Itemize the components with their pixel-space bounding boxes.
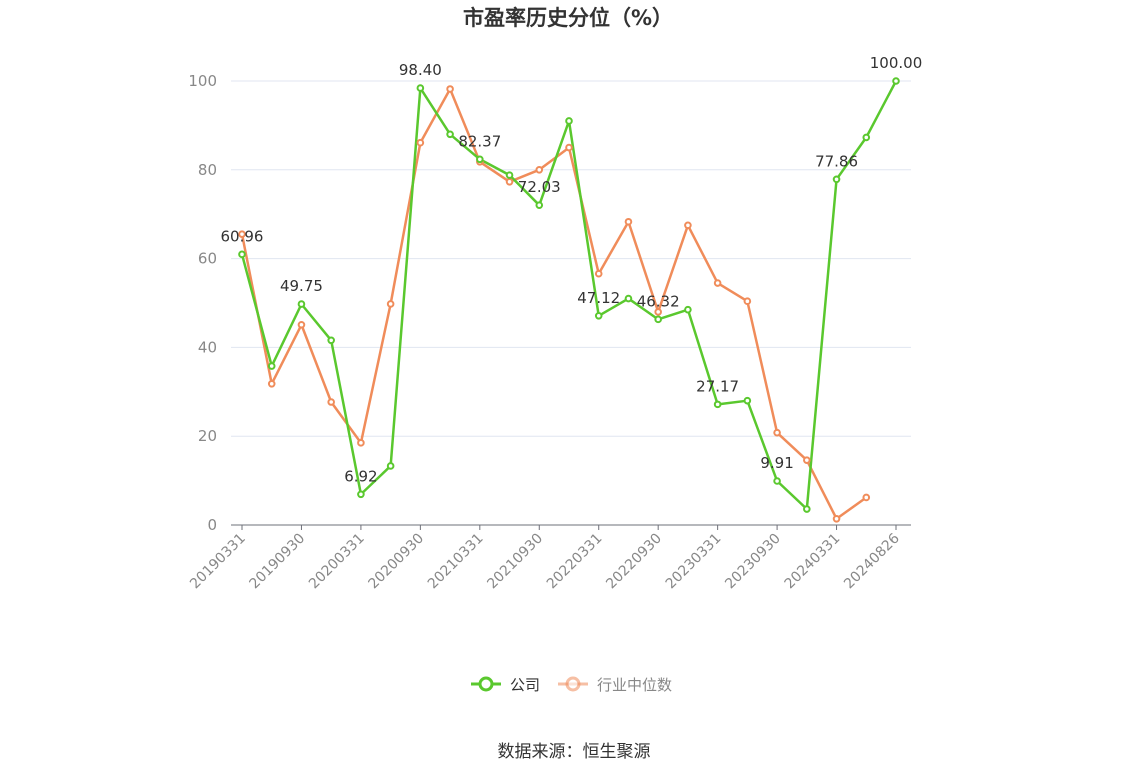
data-label: 49.75 [280, 277, 323, 295]
data-point [594, 269, 603, 278]
data-point [803, 505, 811, 513]
data-point [743, 297, 752, 306]
data-point [862, 133, 871, 142]
data-point [297, 320, 306, 329]
data-point [446, 85, 454, 93]
data-point [713, 400, 722, 409]
data-point [476, 155, 484, 164]
data-point [654, 308, 662, 316]
x-tick-label: 20230331 [663, 531, 725, 593]
data-point [565, 117, 573, 125]
data-point [267, 362, 276, 370]
data-point [238, 250, 246, 259]
x-tick-label: 20200331 [306, 531, 368, 593]
x-tick-label: 20220331 [544, 531, 606, 593]
data-point [684, 305, 692, 314]
legend-item-company[interactable]: 公司 [471, 676, 540, 694]
data-point [386, 462, 395, 470]
data-point [654, 315, 662, 324]
x-tick-label: 20240826 [841, 530, 903, 592]
data-label: 9.91 [760, 454, 793, 472]
data-label: 60.96 [221, 227, 264, 245]
data-point [535, 201, 544, 209]
data-point [446, 130, 454, 139]
y-tick-label: 20 [198, 427, 217, 445]
x-tick-label: 20210331 [425, 531, 487, 593]
grid [231, 80, 911, 437]
data-point [803, 456, 811, 464]
y-tick-label: 40 [198, 338, 217, 356]
data-label: 6.92 [344, 467, 377, 485]
x-axis: 2019033120190930202003312020093020210331… [187, 524, 911, 593]
data-point [357, 490, 365, 499]
data-point [773, 428, 781, 437]
data-label: 72.03 [518, 178, 561, 196]
data-label: 77.86 [815, 152, 858, 170]
data-point [594, 311, 603, 320]
data-point [505, 171, 514, 179]
data-label: 27.17 [696, 377, 739, 395]
data-point [892, 77, 900, 85]
data-point [565, 143, 573, 152]
data-label: 46.32 [637, 292, 680, 310]
data-point [505, 177, 514, 186]
x-tick-label: 20240331 [782, 531, 844, 593]
data-labels: 60.96 49.75 6.92 98.40 82.37 72.03 47.12 46.32 2… [221, 54, 923, 485]
y-tick-label: 60 [198, 250, 217, 268]
y-axis: 0 20 40 60 80 100 [188, 72, 217, 534]
data-point [832, 514, 841, 523]
legend-item-industry-median[interactable]: 行业中位数 [558, 676, 672, 694]
x-tick-label: 20220930 [603, 531, 665, 593]
x-tick-label: 20230930 [722, 531, 784, 593]
data-point [416, 84, 425, 92]
data-point [327, 398, 335, 406]
data-point [832, 175, 841, 184]
data-point [386, 300, 395, 308]
data-point [624, 217, 633, 226]
data-point [535, 166, 544, 174]
data-source: 数据来源：恒生聚源 [498, 742, 651, 762]
x-tick-label: 20190930 [247, 531, 309, 593]
legend-label-industry-median: 行业中位数 [597, 676, 672, 694]
y-tick-label: 100 [188, 72, 217, 90]
legend-marker [478, 676, 494, 692]
x-tick-label: 20190331 [187, 531, 249, 593]
data-point [862, 493, 871, 502]
data-point [327, 336, 335, 345]
data-point [773, 477, 781, 485]
data-label: 100.00 [870, 54, 923, 72]
x-tick-label: 20200930 [365, 531, 427, 593]
data-point [684, 221, 692, 230]
data-point [267, 380, 276, 388]
data-point [624, 294, 633, 303]
data-point [238, 230, 246, 238]
chart-title: 市盈率历史分位（%） [463, 6, 673, 30]
data-point [713, 279, 722, 287]
data-label: 82.37 [458, 132, 501, 150]
data-label: 47.12 [577, 289, 620, 307]
x-tick-label: 20210930 [484, 531, 546, 593]
data-point [416, 138, 425, 147]
data-point [357, 439, 365, 447]
data-label: 98.40 [399, 61, 442, 79]
y-tick-label: 0 [207, 516, 217, 534]
y-tick-label: 80 [198, 161, 217, 179]
legend[interactable]: 公司 行业中位数 [471, 676, 672, 694]
data-point [297, 300, 306, 308]
legend-label-company: 公司 [510, 676, 540, 694]
legend-marker [565, 676, 581, 692]
series-points [238, 77, 900, 523]
data-point [743, 396, 752, 405]
